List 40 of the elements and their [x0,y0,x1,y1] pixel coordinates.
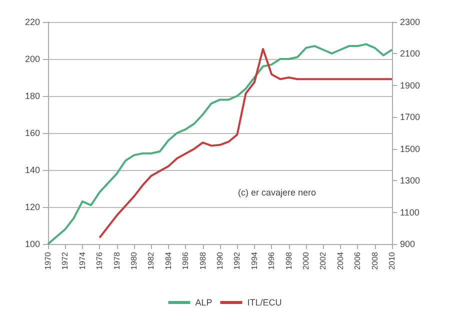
x-tick-label: 1988 [198,251,208,270]
y2-tick-label: 1500 [400,144,420,154]
y-tick-label: 100 [24,239,40,249]
y-tick-label: 200 [24,54,40,64]
y-tick-label: 160 [24,128,40,138]
x-tick-label: 2000 [302,251,310,270]
x-tick-label: 2006 [353,251,362,270]
x-tick-label: 2010 [388,251,396,270]
y2-tick-label: 900 [400,239,416,249]
x-tick-label: 1978 [112,251,122,270]
y2-tick-label: 1300 [400,176,420,186]
x-tick-label: 1986 [181,251,190,270]
x-tick-label: 1994 [250,251,259,270]
y2-tick-label: 1100 [400,207,420,218]
annotation: (c) er cavajere nero [238,188,316,198]
x-tick-label: 1990 [216,251,224,270]
x-tick-label: 2002 [318,251,328,270]
y2-tick-label: 2300 [400,17,420,27]
y2-tick-label: 1700 [400,112,420,122]
x-tick-label: 1974 [78,251,87,270]
x-tick-label: 1972 [60,251,70,270]
x-tick-label: 1970 [44,251,52,270]
line-series [98,48,393,239]
x-tick-label: 1992 [232,251,242,270]
y2-tick-label: 2100 [400,48,420,59]
x-tick-label: 2008 [370,251,380,270]
x-tick-label: 1980 [130,251,138,270]
legend-label: ALP [195,298,212,308]
y-tick-label: 220 [24,17,40,27]
y-tick-label: 140 [24,165,40,175]
x-tick-label: 1982 [146,251,156,270]
y2-tick-label: 1900 [400,80,420,90]
y-tick-label: 120 [24,202,40,212]
legend-label: ITL/ECU [247,298,282,308]
x-tick-label: 2004 [336,251,345,270]
x-tick-label: 1976 [95,251,104,270]
x-tick-label: 1996 [267,251,276,270]
y-tick-label: 180 [24,91,40,101]
x-tick-label: 1998 [284,251,294,270]
x-tick-label: 1984 [164,251,173,270]
